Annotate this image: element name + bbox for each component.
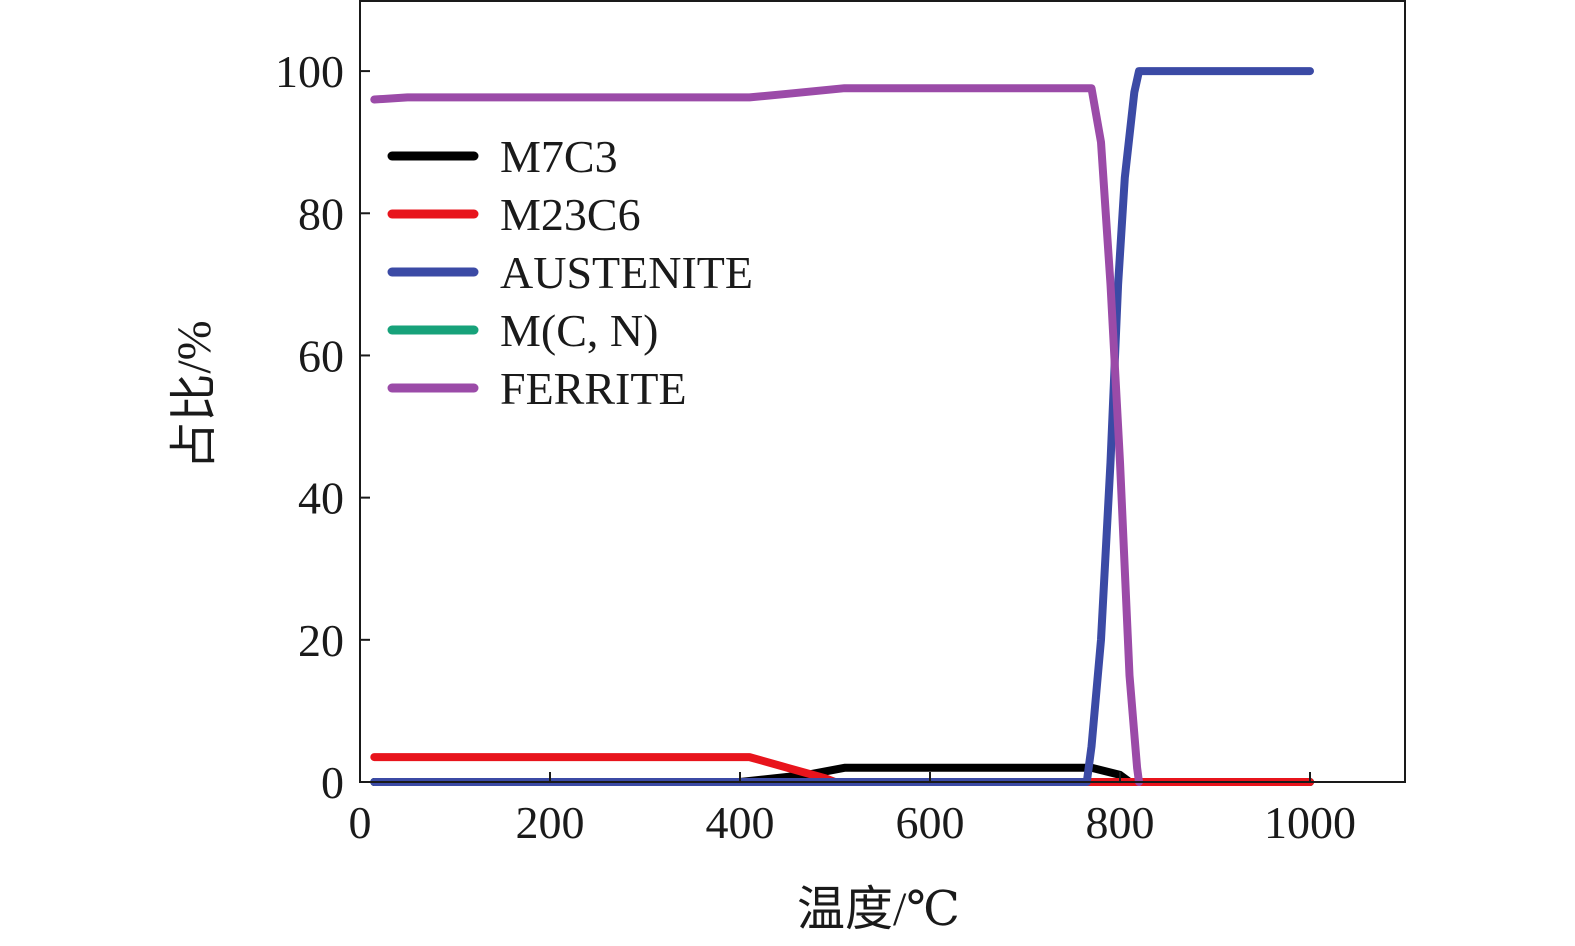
x-axis-title: 温度/℃ xyxy=(797,883,960,936)
legend-label: M7C3 xyxy=(500,131,618,182)
x-tick-label: 1000 xyxy=(1264,797,1356,848)
legend-label: FERRITE xyxy=(500,363,687,414)
y-tick-label: 60 xyxy=(298,330,344,381)
ticks-layer: 0 200 400 600 800 1000 0 20 40 60 80 100 xyxy=(275,46,1356,848)
legend: M7C3 M23C6 AUSTENITE M(C, N) FERRITE xyxy=(387,131,753,414)
y-tick-label: 80 xyxy=(298,188,344,239)
y-tick-label: 40 xyxy=(298,473,344,524)
series-line-ferrite xyxy=(370,84,1143,786)
x-tick-label: 400 xyxy=(706,797,775,848)
y-tick-label: 20 xyxy=(298,615,344,666)
x-tick-label: 200 xyxy=(516,797,585,848)
x-tick-label: 0 xyxy=(349,797,372,848)
legend-label: M(C, N) xyxy=(500,305,658,356)
x-tick-label: 800 xyxy=(1086,797,1155,848)
x-tick-label: 600 xyxy=(896,797,965,848)
y-tick-label: 100 xyxy=(275,46,344,97)
plot-frame xyxy=(359,0,1406,783)
axes-layer xyxy=(359,0,1406,783)
y-tick-label: 0 xyxy=(321,757,344,808)
y-axis-title: 占比/% xyxy=(168,320,221,469)
legend-label: AUSTENITE xyxy=(500,247,753,298)
legend-label: M23C6 xyxy=(500,189,641,240)
